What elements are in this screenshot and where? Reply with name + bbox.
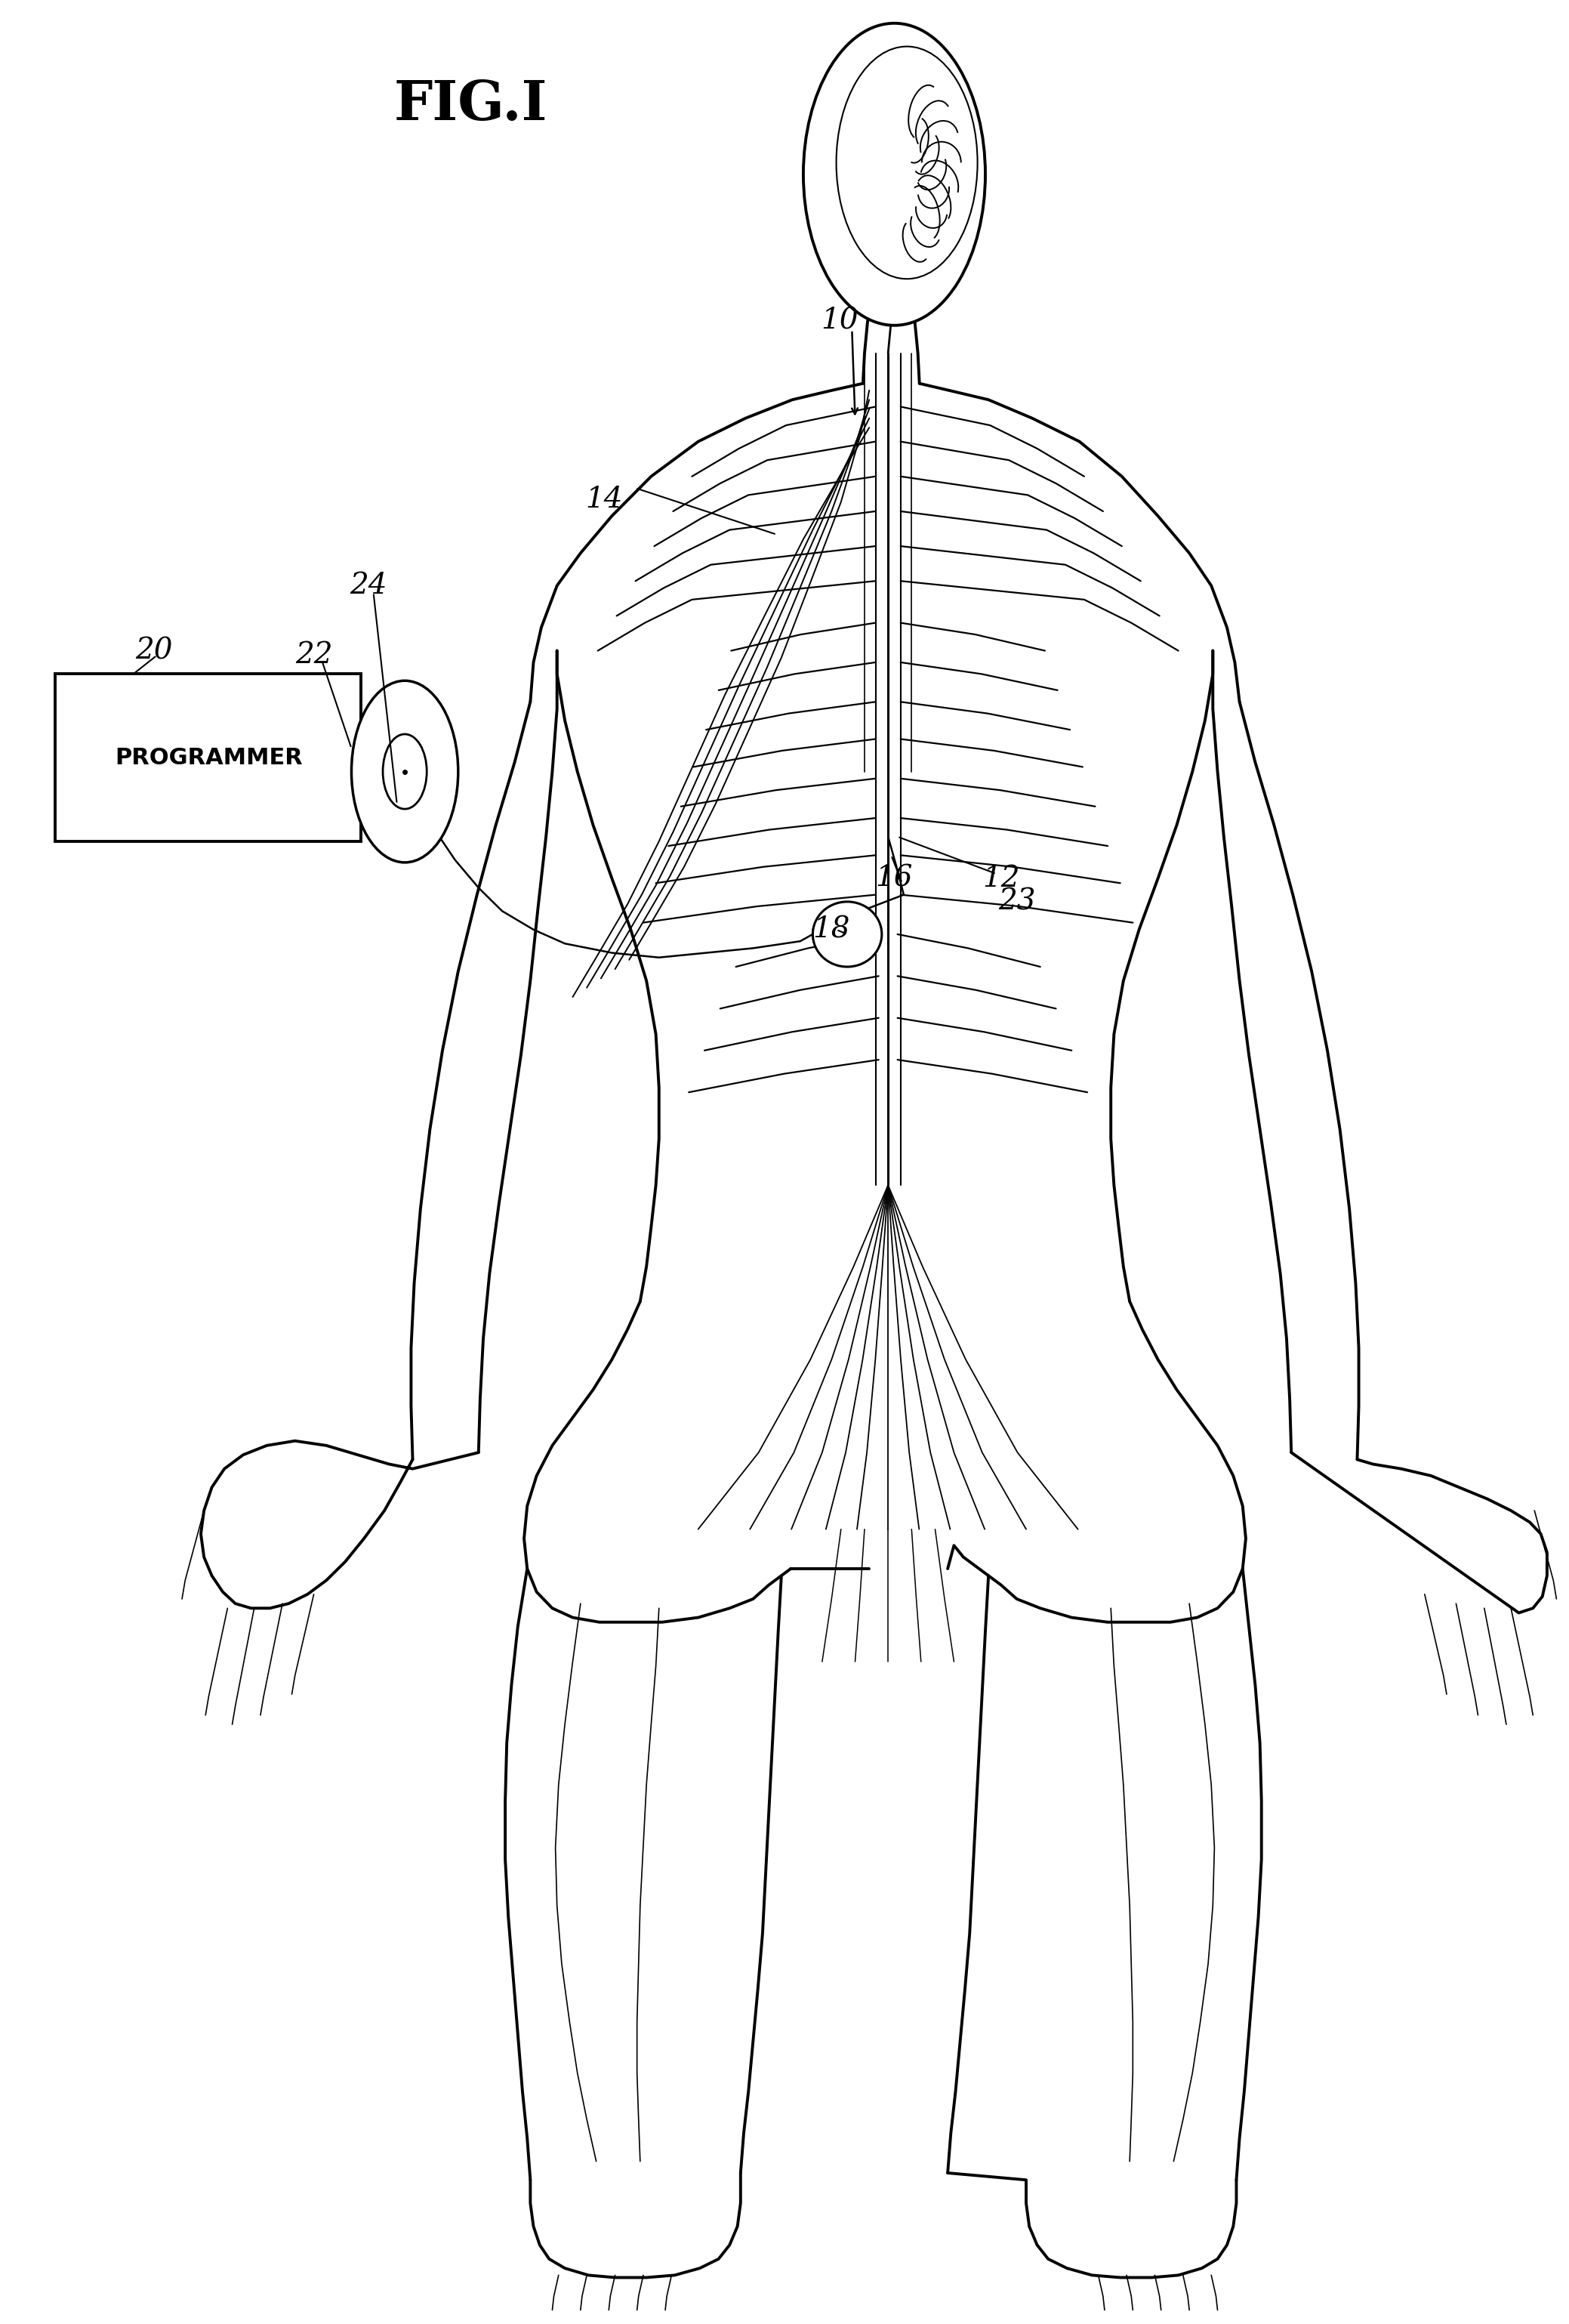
Text: 24: 24 (350, 572, 388, 600)
Text: 18: 18 (813, 916, 850, 944)
Text: 22: 22 (295, 641, 333, 669)
Text: 23: 23 (998, 888, 1036, 916)
Text: 10: 10 (821, 307, 858, 335)
Text: PROGRAMMER: PROGRAMMER (115, 746, 303, 769)
Ellipse shape (803, 23, 985, 325)
Text: FIG.I: FIG.I (394, 77, 548, 132)
FancyBboxPatch shape (55, 674, 361, 841)
Text: 14: 14 (585, 486, 623, 514)
Ellipse shape (813, 902, 882, 967)
Text: 16: 16 (876, 865, 913, 892)
Ellipse shape (836, 46, 977, 279)
Ellipse shape (351, 681, 458, 862)
Text: 12: 12 (982, 865, 1020, 892)
Text: 20: 20 (135, 637, 173, 665)
Ellipse shape (383, 734, 427, 809)
